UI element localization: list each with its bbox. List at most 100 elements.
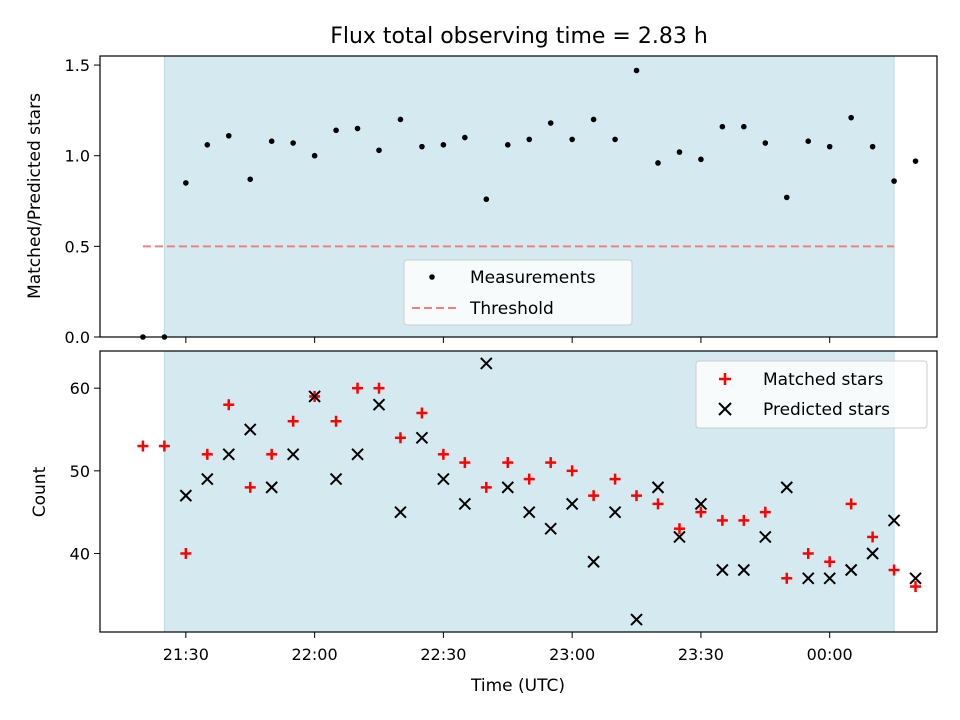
predicted-star-point: [630, 613, 643, 626]
predicted-star-point: [265, 481, 278, 494]
measurement-point: [333, 127, 339, 134]
measurement-point: [483, 196, 490, 203]
matched-star-point: [394, 432, 406, 444]
measurement-point: [762, 140, 769, 146]
matched-star-point: [781, 572, 793, 584]
measurement-point: [676, 149, 683, 155]
matched-star-point: [373, 382, 385, 394]
matched-star-point: [545, 457, 557, 469]
measurement-point: [354, 125, 361, 132]
measurement-point: [569, 136, 575, 143]
measurement-point: [268, 138, 275, 145]
predicted-star-point: [673, 530, 686, 544]
top-legend-box: [403, 259, 633, 326]
predicted-star-point: [286, 448, 300, 461]
measurement-point: [397, 116, 404, 123]
matched-star-point: [588, 490, 600, 502]
bottom-y-tick-label: 60: [70, 379, 90, 398]
measurement-point: [912, 158, 919, 164]
measurement-point: [891, 178, 897, 184]
matched-star-point: [716, 514, 728, 526]
predicted-star-point: [694, 497, 708, 511]
x-tick-label: 22:30: [420, 645, 466, 664]
matched-star-point: [845, 498, 857, 510]
matched-star-point: [416, 407, 428, 419]
matched-star-point: [287, 415, 299, 427]
measurement-point: [805, 138, 812, 145]
matched-star-point: [459, 457, 471, 469]
predicted-star-point: [372, 398, 386, 411]
predicted-star-points: [179, 357, 922, 626]
matched-star-point: [888, 564, 900, 576]
matched-star-point: [266, 448, 278, 460]
measurement-point: [612, 136, 618, 143]
predicted-star-point: [415, 431, 429, 444]
measurement-point: [869, 143, 876, 150]
x-axis-label: Time (UTC): [470, 676, 565, 696]
predicted-star-point: [759, 530, 772, 544]
measurement-point: [655, 160, 661, 166]
bottom-axes-frame: [99, 350, 938, 633]
matched-star-point: [824, 556, 836, 568]
predicted-star-point: [866, 547, 879, 560]
top-axes-frame: [99, 55, 938, 338]
predicted-star-point: [437, 472, 450, 486]
matched-star-point: [759, 506, 771, 518]
matched-star-point: [180, 547, 192, 559]
legend-measurement-marker: [429, 274, 435, 280]
matched-star-point: [523, 473, 535, 485]
matched-star-points: [137, 382, 922, 593]
predicted-star-point: [651, 481, 665, 494]
predicted-star-point: [802, 572, 815, 585]
bottom-y-tick-label: 40: [70, 544, 90, 563]
measurement-point: [204, 142, 211, 148]
measurement-point: [183, 180, 189, 186]
x-tick-label: 22:00: [292, 645, 338, 664]
matched-star-point: [352, 382, 364, 394]
predicted-star-point: [909, 572, 922, 585]
matched-star-point: [223, 399, 235, 411]
bottom-y-axis-label: Count: [30, 466, 50, 517]
matched-star-point: [695, 506, 707, 518]
bottom-y-tick-label: 50: [70, 462, 90, 481]
top-y-axis: 0.0 0.5 1.0 1.5: [65, 56, 100, 347]
bottom-x-axis: 21:30 22:00 22:30 23:00 23:30 00:00: [163, 632, 853, 664]
top-panel: 0.0 0.5 1.0 1.5 Matched/Predicted stars Mea…: [25, 55, 938, 347]
matched-star-point: [802, 547, 814, 559]
measurement-point: [440, 142, 447, 148]
matched-star-point: [437, 448, 449, 460]
predicted-star-point: [458, 497, 472, 511]
top-y-tick-label: 1.5: [65, 56, 90, 75]
measurement-point: [225, 132, 232, 139]
measurement-point: [290, 140, 296, 146]
predicted-star-point: [544, 522, 557, 535]
predicted-star-point: [716, 563, 729, 577]
measurement-point: [311, 152, 318, 159]
matched-star-point: [867, 531, 879, 543]
measurement-point: [462, 134, 468, 141]
legend-predicted-label: Predicted stars: [763, 400, 890, 420]
measurement-point: [547, 120, 554, 126]
predicted-star-point: [179, 489, 193, 502]
matched-star-point: [652, 498, 664, 510]
matched-star-point: [480, 481, 492, 493]
measurement-point: [419, 143, 425, 150]
matched-star-point: [910, 581, 922, 593]
matched-star-point: [244, 481, 256, 493]
legend-matched-marker: [719, 373, 731, 385]
measurement-point: [783, 194, 790, 201]
bottom-legend-box: [695, 360, 928, 429]
measurement-point: [719, 123, 726, 130]
matched-star-point: [631, 490, 643, 502]
predicted-star-point: [780, 481, 793, 494]
chart-title: Flux total observing time = 2.83 h: [330, 24, 708, 49]
predicted-star-point: [887, 514, 901, 527]
matched-star-point: [673, 523, 685, 535]
predicted-star-point: [587, 555, 600, 568]
measurement-point: [848, 114, 854, 121]
top-legend: Measurements Threshold: [403, 259, 633, 326]
top-y-axis-label: Matched/Predicted stars: [25, 93, 45, 299]
matched-star-point: [566, 465, 578, 477]
predicted-star-point: [329, 472, 343, 486]
measurement-point: [633, 67, 640, 74]
